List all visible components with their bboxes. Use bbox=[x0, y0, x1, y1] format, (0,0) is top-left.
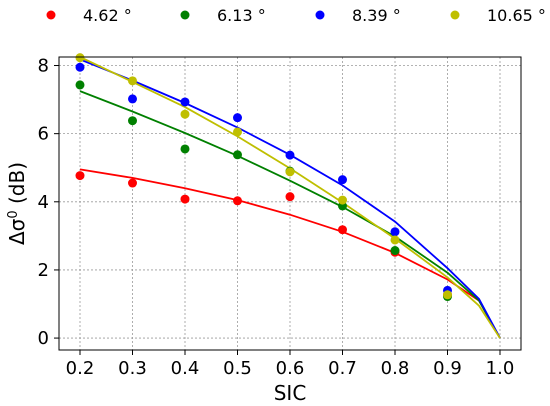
x-tick-label: 0.3 bbox=[118, 358, 147, 379]
y-axis-label: Δσ0 (dB) bbox=[5, 162, 29, 245]
x-tick-label: 0.4 bbox=[171, 358, 200, 379]
data-point bbox=[390, 235, 400, 245]
x-tick-label: 1.0 bbox=[486, 358, 515, 379]
x-tick-label: 0.2 bbox=[66, 358, 95, 379]
data-point bbox=[338, 225, 347, 235]
data-point bbox=[180, 194, 190, 204]
y-axis-label-unit: (dB) bbox=[5, 162, 29, 210]
data-point bbox=[128, 76, 137, 86]
data-point bbox=[390, 246, 400, 256]
data-point bbox=[285, 167, 295, 177]
y-tick-label: 4 bbox=[38, 192, 49, 213]
data-point bbox=[443, 290, 452, 300]
x-tick-label: 0.6 bbox=[276, 358, 305, 379]
legend-label: 6.13 ° bbox=[217, 6, 266, 25]
data-point bbox=[233, 150, 242, 160]
data-point bbox=[75, 62, 85, 72]
data-point bbox=[390, 227, 400, 237]
data-point bbox=[128, 116, 137, 126]
x-tick-label: 0.9 bbox=[433, 358, 462, 379]
y-axis-label-base: Δσ bbox=[5, 218, 29, 245]
legend-marker bbox=[46, 10, 56, 20]
y-tick-label: 6 bbox=[38, 124, 49, 145]
x-tick-label: 0.8 bbox=[381, 358, 410, 379]
data-point bbox=[233, 113, 242, 123]
fit-line bbox=[79, 56, 501, 339]
data-point bbox=[128, 94, 137, 104]
fit-line bbox=[79, 58, 501, 339]
data-point bbox=[233, 196, 242, 206]
data-point bbox=[180, 97, 190, 107]
fit-line bbox=[79, 90, 501, 339]
x-axis-label: SIC bbox=[274, 381, 307, 405]
legend-label: 4.62 ° bbox=[83, 6, 132, 25]
legend-marker bbox=[315, 10, 325, 20]
legend-marker bbox=[450, 10, 460, 20]
data-point bbox=[285, 192, 295, 202]
data-point bbox=[338, 195, 347, 205]
data-point bbox=[75, 53, 85, 63]
data-point bbox=[285, 150, 295, 160]
legend-marker bbox=[180, 10, 190, 20]
x-ticks: 0.2 0.3 0.4 0.5 0.6 0.7 0.8 0.9 1.0 bbox=[66, 350, 515, 379]
data-point bbox=[233, 127, 242, 137]
y-tick-label: 0 bbox=[38, 328, 49, 349]
data-point bbox=[338, 175, 347, 185]
legend-label: 10.65 ° bbox=[487, 6, 546, 25]
series-layer bbox=[75, 53, 501, 339]
grid bbox=[59, 57, 521, 350]
y-tick-label: 2 bbox=[38, 260, 49, 281]
data-point bbox=[180, 109, 190, 119]
data-point bbox=[75, 80, 85, 90]
x-tick-label: 0.7 bbox=[328, 358, 357, 379]
data-point bbox=[180, 144, 190, 154]
data-point bbox=[128, 178, 137, 188]
fit-line bbox=[79, 168, 501, 339]
x-tick-label: 0.5 bbox=[223, 358, 252, 379]
y-ticks: 0 2 4 6 8 bbox=[38, 56, 59, 349]
y-tick-label: 8 bbox=[38, 56, 49, 77]
y-axis-label-sup: 0 bbox=[6, 210, 21, 218]
data-point bbox=[75, 171, 85, 181]
legend: 4.62 ° 6.13 ° 8.39 ° 10.65 ° bbox=[46, 6, 546, 25]
legend-label: 8.39 ° bbox=[352, 6, 401, 25]
